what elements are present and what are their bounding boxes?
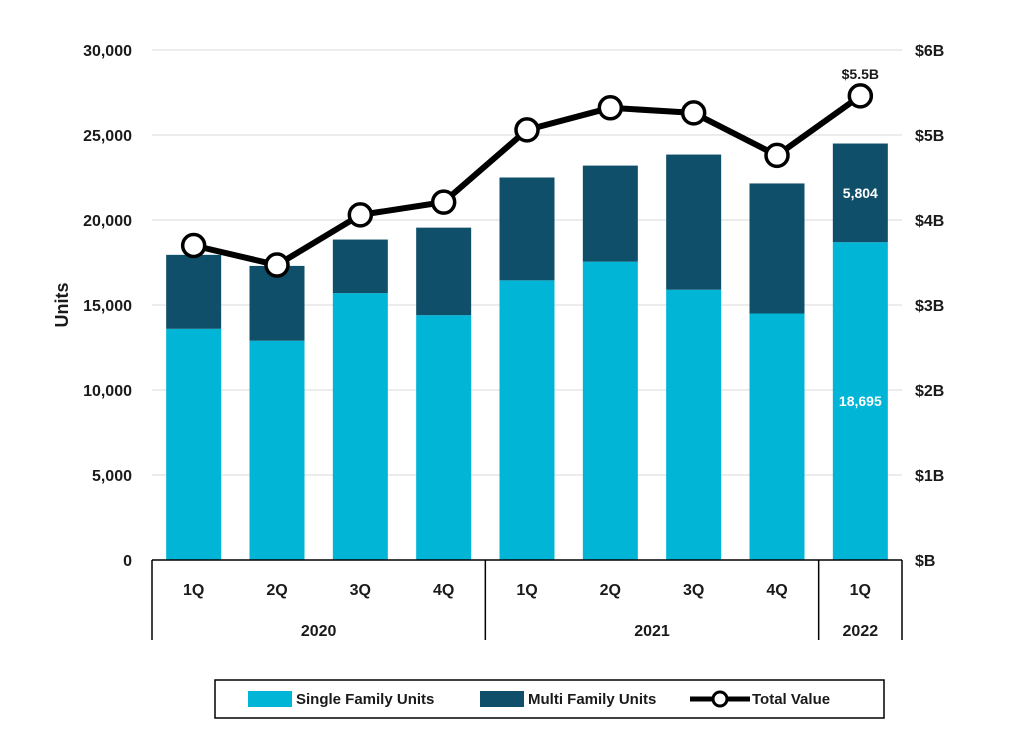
bar-multi-family (166, 254, 222, 329)
x-tick-label: 1Q (516, 582, 537, 599)
y-axis-title: Units (52, 283, 72, 328)
legend-box (214, 679, 885, 719)
bar-multi-family (832, 143, 888, 243)
bar-multi-family (582, 165, 638, 262)
total-value-marker (680, 100, 707, 126)
y2-tick-label: $2B (915, 383, 944, 400)
total-value-marker (180, 232, 207, 259)
y2-tick-label: $B (915, 553, 935, 570)
y2-tick-label: $5B (915, 128, 944, 145)
legend-marker-total-value (711, 690, 729, 708)
legend-label: Single Family Units (296, 691, 434, 708)
total-value-marker (264, 252, 290, 278)
y2-tick-label: $6B (915, 43, 944, 60)
total-value-marker (347, 202, 374, 228)
bar-single-family (416, 315, 472, 560)
y2-tick-label: $4B (915, 213, 944, 230)
data-label: 5,804 (843, 185, 878, 201)
y2-tick-label: $3B (915, 298, 944, 315)
total-value-marker (597, 95, 624, 121)
y-tick-label: 25,000 (83, 128, 132, 145)
legend-label: Total Value (752, 691, 830, 708)
bar-single-family (582, 261, 638, 560)
x-tick-label: 2Q (600, 582, 621, 599)
y-tick-label: 0 (123, 553, 132, 570)
bar-single-family (166, 328, 222, 560)
x-group-label: 2022 (843, 623, 879, 640)
x-tick-label: 3Q (683, 582, 704, 599)
bar-multi-family (499, 177, 555, 281)
bar-multi-family (666, 154, 722, 290)
x-tick-label: 3Q (350, 582, 371, 599)
x-tick-label: 1Q (183, 582, 204, 599)
y-tick-label: 15,000 (83, 298, 132, 315)
legend-label: Multi Family Units (528, 691, 656, 708)
total-value-marker (764, 142, 790, 169)
y2-tick-label: $1B (915, 468, 944, 485)
x-group-label: 2021 (634, 623, 670, 640)
x-tick-label: 4Q (433, 582, 454, 599)
bar-single-family (332, 293, 388, 560)
total-value-marker (847, 83, 874, 109)
y-tick-label: 30,000 (83, 43, 132, 60)
total-value-marker (514, 117, 540, 143)
total-value-marker (430, 189, 457, 215)
bar-multi-family (249, 265, 305, 341)
bar-multi-family (332, 239, 388, 294)
y-tick-label: 10,000 (83, 383, 132, 400)
data-label: $5.5B (842, 66, 879, 82)
x-group-label: 2020 (301, 623, 337, 640)
x-tick-label: 2Q (266, 582, 287, 599)
bar-multi-family (749, 183, 805, 314)
y-tick-label: 20,000 (83, 213, 132, 230)
bar-single-family (666, 289, 722, 560)
bar-multi-family (416, 227, 472, 316)
y-tick-label: 5,000 (92, 468, 132, 485)
bar-single-family (832, 242, 888, 560)
bar-single-family (749, 313, 805, 560)
legend-swatch-single-family (248, 691, 292, 707)
legend-swatch-multi-family (480, 691, 524, 707)
x-tick-label: 1Q (850, 582, 871, 599)
x-tick-label: 4Q (766, 582, 787, 599)
data-label: 18,695 (839, 393, 882, 409)
bar-single-family (249, 340, 305, 560)
bar-single-family (499, 280, 555, 560)
